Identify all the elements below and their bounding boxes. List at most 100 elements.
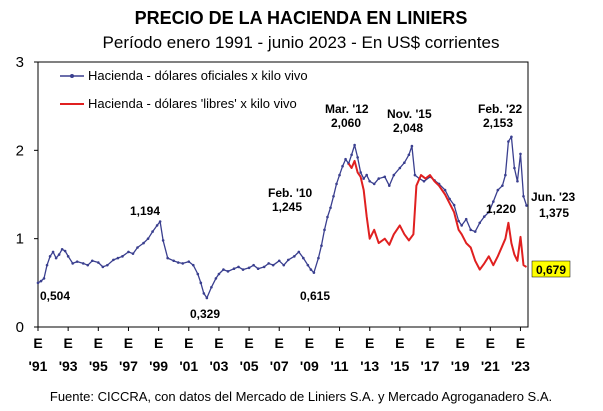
series-point-oficiales xyxy=(166,256,169,260)
series-point-oficiales xyxy=(226,270,230,273)
series-point-oficiales xyxy=(323,228,326,232)
series-point-oficiales xyxy=(356,156,359,159)
series-point-oficiales xyxy=(172,259,175,263)
annotation-2010-date: Feb. '10 xyxy=(268,186,313,200)
series-point-oficiales xyxy=(410,144,414,148)
x-tick-year: '15 xyxy=(390,358,409,374)
legend-label-oficiales: Hacienda - dólares oficiales x kilo vivo xyxy=(88,68,308,83)
series-point-oficiales xyxy=(473,230,477,233)
series-point-oficiales xyxy=(63,249,67,253)
annotation-2023-value: 1,375 xyxy=(539,206,569,220)
x-tick-year: '97 xyxy=(119,358,138,374)
series-point-oficiales xyxy=(127,250,130,254)
series-point-oficiales xyxy=(469,228,473,232)
series-point-oficiales xyxy=(267,262,270,265)
annotation-1999: 1,194 xyxy=(130,204,160,218)
annotation-2012-date: Mar. '12 xyxy=(325,102,369,116)
series-point-oficiales xyxy=(116,256,120,260)
series-point-oficiales xyxy=(344,157,347,161)
y-tick-label: 1 xyxy=(16,231,24,248)
series-point-oficiales xyxy=(407,153,411,157)
series-point-oficiales xyxy=(460,224,463,227)
series-point-oficiales xyxy=(309,268,313,271)
series-point-oficiales xyxy=(329,206,332,210)
series-point-oficiales xyxy=(232,267,236,271)
series-point-oficiales xyxy=(350,153,353,157)
series-point-oficiales xyxy=(306,263,310,267)
series-point-oficiales xyxy=(131,252,135,255)
annotation-highlight-box xyxy=(531,260,571,278)
series-point-oficiales xyxy=(247,266,251,270)
series-point-oficiales xyxy=(297,250,301,254)
series-point-oficiales xyxy=(368,179,371,183)
series-point-oficiales xyxy=(155,224,159,227)
series-point-oficiales xyxy=(320,244,323,248)
series-line-oficiales xyxy=(37,136,528,299)
series-point-oficiales xyxy=(112,258,115,262)
x-tick-month: E xyxy=(516,335,525,351)
series-point-oficiales xyxy=(252,263,255,267)
series-point-oficiales xyxy=(205,296,209,300)
series-point-oficiales xyxy=(525,204,528,207)
series-point-oficiales xyxy=(510,135,513,139)
chart-subtitle: Período enero 1991 - junio 2023 - En US$… xyxy=(103,33,500,52)
chart-source: Fuente: CICCRA, con datos del Mercado de… xyxy=(50,389,552,404)
series-point-oficiales xyxy=(403,161,406,164)
series-point-oficiales xyxy=(443,188,447,192)
x-tick-year: '99 xyxy=(149,358,168,374)
series-point-oficiales xyxy=(464,217,468,221)
series-point-oficiales xyxy=(42,277,46,280)
series-point-oficiales xyxy=(187,260,191,263)
series-point-oficiales xyxy=(97,261,100,264)
series-point-oficiales xyxy=(522,194,525,198)
annotation-2022-low: 1,220 xyxy=(486,202,516,216)
x-tick-month: E xyxy=(154,335,163,351)
series-point-oficiales xyxy=(293,255,296,258)
x-tick-year: '07 xyxy=(270,358,289,374)
series-point-oficiales xyxy=(271,263,275,267)
series-point-oficiales xyxy=(101,265,105,269)
x-tick-month: E xyxy=(63,335,72,351)
x-axis: E '91 E '93 E '95 E '97 E '99 E '01 E '03 E '05 E '07 E '09… xyxy=(29,327,530,374)
x-tick-month: E xyxy=(214,335,223,351)
annotation-2010-value: 1,245 xyxy=(272,200,302,214)
legend-dot-oficiales xyxy=(70,74,74,78)
series-point-oficiales xyxy=(36,281,40,285)
annotation-2015-date: Nov. '15 xyxy=(387,107,432,121)
annotations: 0,504 1,194 0,329 0,615 Feb. '10 1,245 M… xyxy=(40,102,576,321)
y-tick-label: 3 xyxy=(16,54,24,71)
series-point-oficiales xyxy=(176,261,180,264)
series-point-oficiales xyxy=(317,256,320,260)
x-tick-month: E xyxy=(124,335,133,351)
series-point-oficiales xyxy=(372,182,376,186)
annotation-2023-date: Jun. '23 xyxy=(531,190,576,204)
series-point-oficiales xyxy=(196,272,200,276)
series-point-oficiales xyxy=(487,210,491,214)
series-point-oficiales xyxy=(66,255,70,258)
series-point-oficiales xyxy=(286,258,290,262)
x-tick-month: E xyxy=(395,335,404,351)
series-point-oficiales xyxy=(45,263,49,267)
annotation-2022-value: 2,153 xyxy=(483,116,513,130)
x-tick-year: '13 xyxy=(360,358,379,374)
x-tick-year: '19 xyxy=(451,358,470,374)
series-point-oficiales xyxy=(365,173,368,177)
x-tick-month: E xyxy=(184,335,193,351)
series-line-libres xyxy=(347,159,528,271)
x-tick-year: '05 xyxy=(240,358,259,374)
annotation-2002: 0,329 xyxy=(190,307,220,321)
series-point-oficiales xyxy=(81,262,85,265)
x-tick-month: E xyxy=(335,335,344,351)
series-point-oficiales xyxy=(222,268,225,271)
annotation-2023-libre: 0,679 xyxy=(536,263,566,277)
series-point-oficiales xyxy=(237,265,240,269)
annotation-2009: 0,615 xyxy=(300,289,330,303)
x-tick-year: '01 xyxy=(179,358,198,374)
x-tick-month: E xyxy=(455,335,464,351)
series-point-oficiales xyxy=(457,219,460,223)
series-point-oficiales xyxy=(332,194,335,198)
series-point-oficiales xyxy=(51,250,55,254)
series-point-oficiales xyxy=(496,188,500,192)
series-point-oficiales xyxy=(199,281,203,285)
